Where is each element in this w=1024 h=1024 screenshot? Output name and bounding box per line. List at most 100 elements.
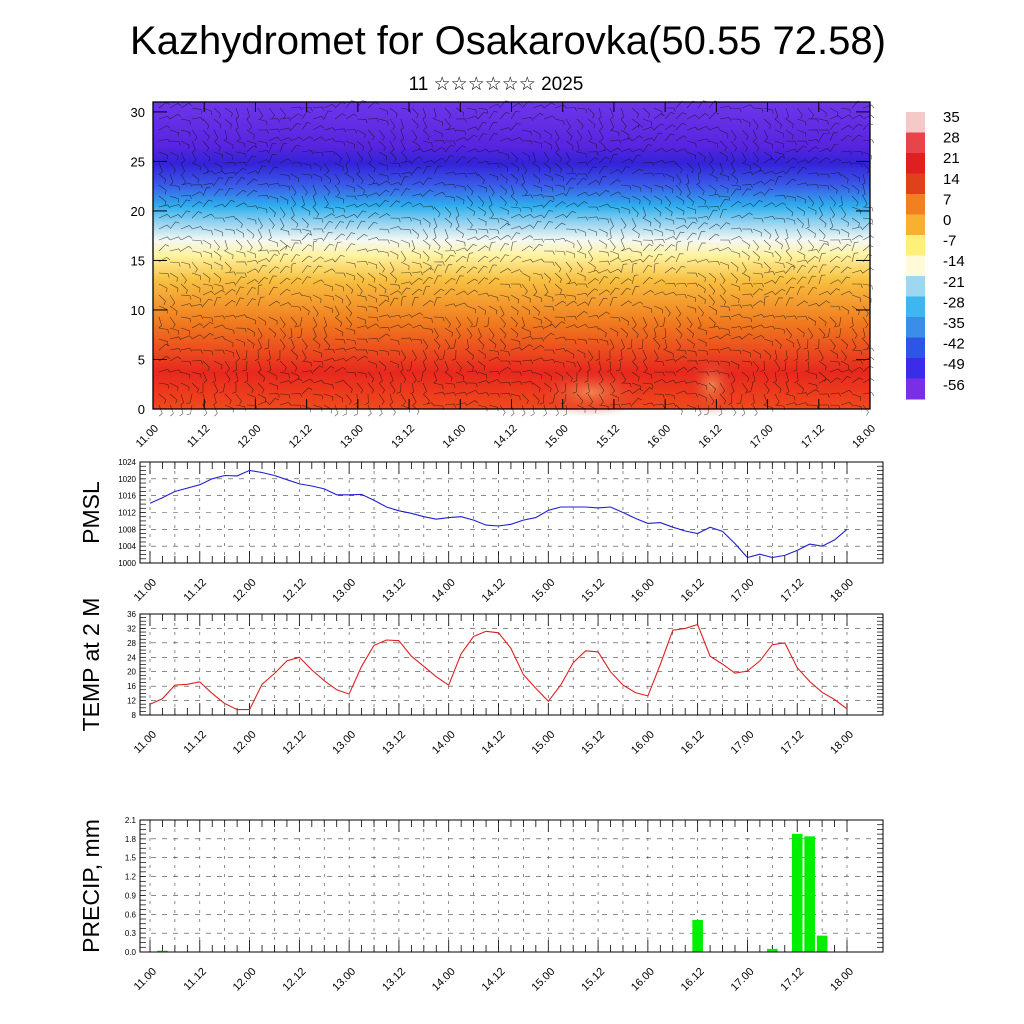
wind-barb <box>400 281 413 286</box>
wind-barb <box>422 160 435 164</box>
wind-barb <box>741 382 748 394</box>
wind-barb <box>631 397 642 406</box>
wind-barb <box>675 184 683 196</box>
wind-barb <box>290 228 302 234</box>
wind-barb <box>257 129 269 134</box>
wind-barb <box>598 338 609 346</box>
wind-barb <box>422 205 435 210</box>
temp-ytick-label: 28 <box>127 639 136 648</box>
wind-barb <box>587 216 600 221</box>
wind-barb <box>730 235 743 241</box>
wind-barb <box>576 283 588 288</box>
wind-barb <box>279 217 285 230</box>
wind-barb <box>433 140 445 145</box>
wind-barb <box>279 107 286 119</box>
wind-barb <box>158 272 170 278</box>
wind-barb <box>268 154 277 164</box>
wind-barb <box>642 316 648 329</box>
wind-barb <box>741 140 748 152</box>
wind-barb <box>840 338 849 349</box>
pmsl-ytick-label: 1024 <box>118 458 136 467</box>
wind-barb <box>521 129 532 136</box>
wind-barb <box>554 151 562 163</box>
wind-barb <box>862 283 873 290</box>
pmsl-xtick-label: 11.12 <box>182 577 209 604</box>
wind-barb <box>793 349 798 361</box>
wind-barb <box>840 107 851 114</box>
wind-barb <box>158 338 169 346</box>
wind-barb <box>576 323 589 329</box>
wind-barb <box>257 239 263 252</box>
wind-barb <box>829 368 842 373</box>
wind-barb <box>191 334 204 340</box>
wind-barb <box>620 389 633 395</box>
wind-barb <box>213 188 224 197</box>
wind-barb <box>595 349 600 361</box>
wind-barb <box>642 244 653 252</box>
wind-barb <box>378 162 389 170</box>
temp-xtick-label: 11.12 <box>182 729 209 756</box>
wind-barb <box>433 316 445 322</box>
wind-barb <box>862 404 869 416</box>
wind-barb <box>862 305 869 317</box>
wind-barb <box>730 107 742 113</box>
wind-barb <box>477 305 486 315</box>
wind-barb <box>246 382 254 394</box>
temp-ytick-label: 36 <box>127 610 136 619</box>
wind-barb <box>521 316 526 329</box>
wind-barb <box>180 129 191 137</box>
wind-barb <box>345 327 356 335</box>
wind-barb <box>664 255 676 263</box>
wind-barb <box>290 123 302 131</box>
wind-barb <box>719 239 731 244</box>
wind-barb <box>444 382 456 388</box>
wind-barb <box>246 189 258 197</box>
wind-barb <box>565 324 578 329</box>
wind-barb <box>301 404 311 413</box>
wind-barb <box>466 148 479 153</box>
wind-barb <box>697 305 704 317</box>
wind-barb <box>345 214 358 219</box>
wind-barb <box>466 400 479 406</box>
wind-barb <box>488 379 501 384</box>
wind-barb <box>367 283 377 293</box>
wind-barb <box>719 151 728 161</box>
wind-barb <box>829 265 840 274</box>
wind-barb <box>439 349 446 360</box>
wind-barb <box>444 403 457 408</box>
wind-barb <box>730 129 737 141</box>
wind-barb <box>400 118 404 131</box>
wind-barb <box>642 349 647 362</box>
wind-barb <box>730 173 739 184</box>
wind-barb <box>774 360 781 372</box>
precip-bar <box>804 836 815 952</box>
wind-barb <box>851 151 863 156</box>
wind-barb <box>829 360 841 366</box>
wind-barb <box>219 382 226 393</box>
wind-barb <box>312 338 321 349</box>
wind-barb <box>169 393 178 404</box>
wind-barb <box>835 316 842 327</box>
wind-barb <box>268 166 279 175</box>
wind-barb <box>576 201 588 208</box>
wind-barb <box>631 206 639 218</box>
wind-barb <box>796 129 807 137</box>
wind-barb <box>851 226 864 231</box>
wind-barb <box>301 228 312 236</box>
wind-barb <box>312 305 319 317</box>
wind-barb <box>697 231 706 241</box>
wind-barb <box>576 349 586 358</box>
wind-barb <box>741 151 747 164</box>
wind-barb <box>224 327 235 335</box>
heatmap-warm-core <box>530 367 650 417</box>
wind-barb <box>378 261 385 273</box>
wind-barb <box>675 240 682 252</box>
wind-barb <box>213 228 223 237</box>
pmsl-xtick-label: 18.00 <box>828 577 856 605</box>
wind-barb <box>378 272 388 282</box>
wind-barb <box>422 107 427 120</box>
wind-barb <box>750 393 755 406</box>
wind-barb <box>202 349 214 356</box>
wind-barb <box>389 200 401 208</box>
wind-barb <box>301 150 314 154</box>
